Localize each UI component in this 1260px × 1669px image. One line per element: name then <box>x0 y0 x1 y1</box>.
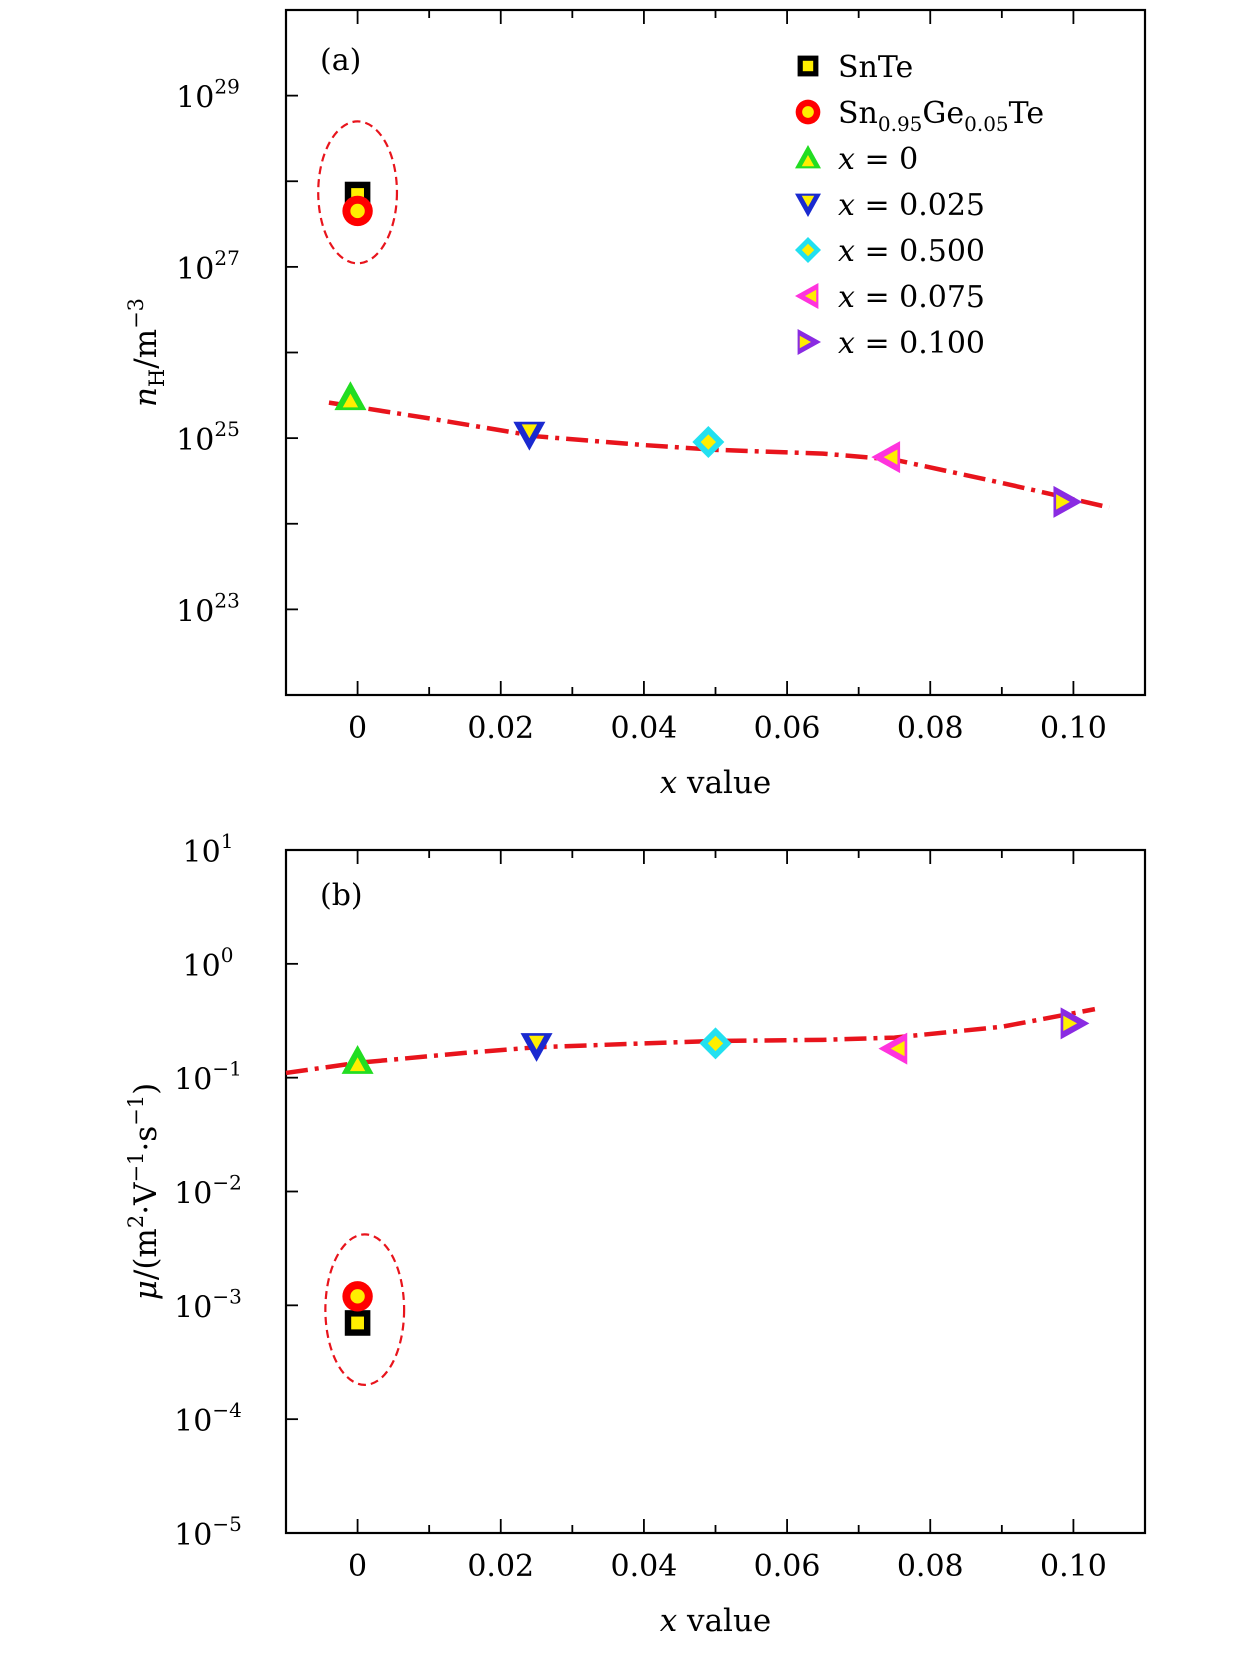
legend-label: Sn0.95Ge0.05Te <box>838 96 1044 136</box>
legend-label: SnTe <box>838 50 913 85</box>
x-axis-label: x value <box>660 765 772 801</box>
y-tick-label: 1025 <box>176 417 240 458</box>
legend-marker <box>795 145 821 169</box>
data-point <box>871 441 901 474</box>
data-point <box>334 381 367 411</box>
x-tick-label: 0.02 <box>467 1549 534 1584</box>
x-tick-label: 0.08 <box>897 711 964 746</box>
data-point <box>520 1033 553 1062</box>
y-tick-label: 10−2 <box>174 1171 242 1212</box>
y-tick-label: 10−1 <box>174 1057 242 1098</box>
x-tick-label: 0.10 <box>1040 711 1107 746</box>
x-tick-label: 0.06 <box>754 711 821 746</box>
y-tick-label: 101 <box>183 829 234 870</box>
legend: SnTe Sn0.95Ge0.05Te x = 0 x = 0.025 x = 0.50… <box>795 50 1044 361</box>
highlight-ellipse <box>317 120 399 265</box>
data-point <box>344 1310 371 1336</box>
data-point <box>878 1032 908 1065</box>
y-axis-label: nH/m−3 <box>124 298 169 407</box>
panel-b: 0 0.02 0.04 0.06 0.08 0.10 101 100 10−1 10−2 10−3 1… <box>124 829 1147 1639</box>
legend-label: x = 0.500 <box>838 234 985 269</box>
highlight-ellipse <box>324 1233 406 1386</box>
x-tick-label: 0.06 <box>754 1549 821 1584</box>
data-point <box>341 1045 374 1074</box>
y-tick-label: 1027 <box>176 246 240 287</box>
legend-marker <box>795 237 821 263</box>
y-tick-label: 1029 <box>176 75 240 116</box>
legend-label: x = 0.025 <box>838 188 985 223</box>
x-tick-label: 0.10 <box>1040 1549 1107 1584</box>
y-tick-label: 100 <box>183 943 234 984</box>
data-point <box>342 195 373 227</box>
panel-label: (b) <box>320 878 363 913</box>
legend-label: x = 0.100 <box>838 326 985 361</box>
legend-marker <box>797 55 819 77</box>
data-point <box>699 1027 732 1060</box>
x-axis-label: x value <box>660 1603 772 1639</box>
legend-marker <box>795 283 819 309</box>
data-point <box>692 426 725 459</box>
x-tick-label: 0.04 <box>611 1549 678 1584</box>
x-tick-label: 0.04 <box>611 711 678 746</box>
data-point <box>1060 1007 1090 1040</box>
data-point <box>342 1281 373 1312</box>
panel-label: (a) <box>320 43 361 78</box>
x-tick-label: 0.08 <box>897 1549 964 1584</box>
fit-line <box>285 1006 1096 1076</box>
y-tick-label: 10−3 <box>174 1284 242 1325</box>
x-tick-label: 0 <box>348 711 367 746</box>
y-tick-label: 10−4 <box>174 1398 242 1439</box>
y-tick-label: 10−5 <box>174 1512 242 1553</box>
y-tick-label: 1023 <box>176 588 240 629</box>
legend-label: x = 0.075 <box>838 280 985 315</box>
x-tick-label: 0 <box>348 1549 367 1584</box>
data-point <box>513 421 546 451</box>
data-point <box>1053 485 1083 518</box>
x-tick-label: 0.02 <box>467 711 534 746</box>
panel-a: 0 0.02 0.04 0.06 0.08 0.10 1029 1027 1025 1023 (a)… <box>124 8 1147 801</box>
plot-frame <box>284 848 1147 1535</box>
legend-marker <box>795 193 821 217</box>
fit-line <box>328 400 1110 510</box>
legend-marker <box>795 99 821 125</box>
legend-marker <box>797 329 821 355</box>
legend-label: x = 0 <box>838 142 918 177</box>
y-axis-label: μ/(m2·V−1·s−1) <box>124 1083 164 1301</box>
